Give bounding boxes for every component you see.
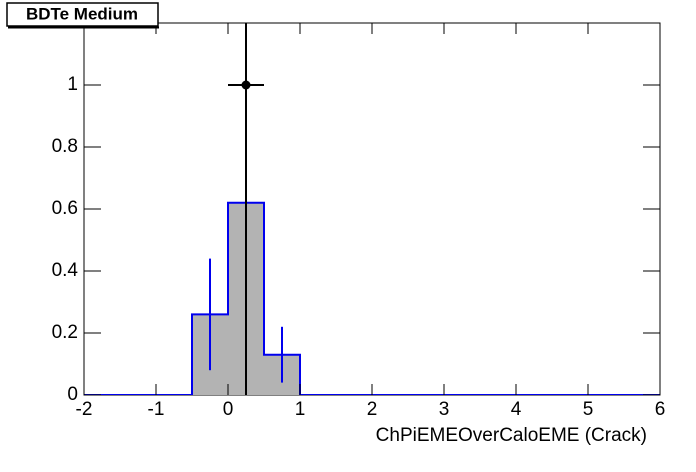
x-tick-label: 6 (655, 399, 666, 420)
data-point (241, 80, 251, 90)
y-tick-label: 0.2 (52, 322, 78, 343)
x-tick-label: 0 (223, 399, 234, 420)
y-tick-label: 0.4 (52, 260, 79, 281)
plot-frame (83, 22, 661, 396)
x-tick-label: 1 (295, 399, 306, 420)
histogram-outline (84, 201, 660, 395)
x-tick-label: -2 (76, 399, 93, 420)
plot-area (84, 23, 660, 395)
chart-title: BDTe Medium (26, 4, 138, 23)
y-tick-label: 0.8 (52, 136, 78, 157)
x-tick-label: 3 (439, 399, 450, 420)
y-tick-label: 0.6 (52, 198, 78, 219)
x-axis-label: ChPiEMEOverCaloEME (Crack) (376, 425, 647, 446)
x-tick-label: 4 (511, 399, 522, 420)
y-tick-label: 0 (67, 384, 78, 405)
x-tick-label: -1 (148, 399, 165, 420)
y-tick-label: 1 (67, 74, 78, 95)
x-tick-label: 5 (583, 399, 594, 420)
x-tick-label: 2 (367, 399, 378, 420)
title-box (6, 2, 159, 27)
